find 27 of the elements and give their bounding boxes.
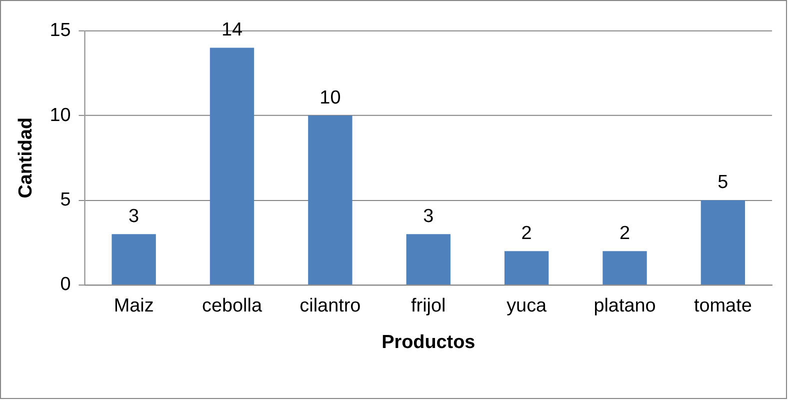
y-axis-title: Cantidad: [16, 118, 37, 198]
y-tick-label: 15: [50, 20, 71, 42]
bar: [406, 234, 450, 284]
data-label: 2: [521, 222, 532, 244]
x-tick-label: platano: [594, 295, 656, 316]
x-axis-title: Productos: [382, 332, 476, 354]
x-tick-label: cebolla: [202, 295, 262, 316]
x-tick-label: yuca: [506, 295, 548, 316]
x-tick-label: Maiz: [114, 295, 154, 316]
bar: [210, 48, 254, 284]
data-label: 5: [718, 172, 728, 194]
y-tick-label: 0: [60, 274, 71, 296]
y-tick-label: 5: [60, 189, 71, 210]
bar: [112, 234, 156, 284]
x-tick-label: frijol: [411, 295, 446, 316]
y-tick-label: 10: [50, 104, 71, 126]
data-label: 3: [128, 206, 140, 227]
x-tick-label: tomate: [694, 295, 752, 316]
bar: [308, 116, 352, 284]
bar: [602, 251, 647, 284]
bar: [504, 251, 549, 284]
bar: [700, 200, 746, 284]
data-label: 10: [320, 87, 341, 108]
data-label: 3: [423, 206, 434, 227]
data-label: 14: [221, 20, 243, 41]
x-tick-label: cilantro: [300, 295, 361, 316]
data-label: 2: [619, 222, 630, 244]
